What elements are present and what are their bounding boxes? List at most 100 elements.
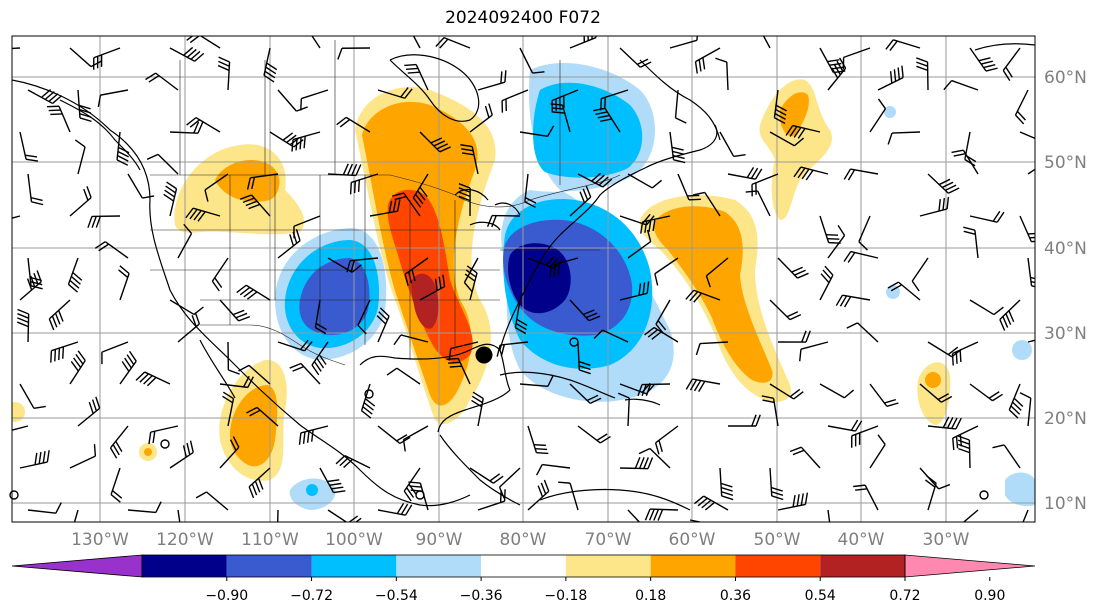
wind-barb: [446, 357, 471, 385]
wind-barb: [101, 341, 129, 365]
wind-barb: [593, 107, 621, 133]
wind-barb: [146, 153, 179, 175]
wind-barb: [777, 492, 809, 511]
wind-barb: [519, 375, 554, 388]
wind-barb: [177, 223, 193, 259]
latitude-label: 40°N: [1044, 239, 1087, 259]
wind-barb: [885, 39, 921, 51]
colorbar-swatch: [396, 555, 482, 577]
wind-barb: [97, 89, 129, 108]
wind-barb: [163, 181, 178, 217]
colorbar-tick-label: 0.90: [974, 588, 1005, 604]
hudson-bay: [389, 54, 480, 122]
wind-barb: [392, 192, 421, 217]
wind-barb: [992, 444, 1021, 469]
wind-barb: [957, 435, 971, 469]
wind-barb: [376, 307, 390, 343]
wind-barb: [486, 214, 521, 228]
wind-barb: [593, 329, 629, 343]
wind-barb: [869, 383, 899, 408]
wind-barb: [685, 289, 721, 303]
us-canada-border: [150, 174, 621, 208]
wind-barb: [919, 196, 950, 217]
longitude-label: 60°W: [669, 530, 716, 550]
latitude-label: 60°N: [1044, 68, 1087, 88]
longitude-label: 90°W: [416, 530, 463, 550]
cuba: [499, 371, 616, 399]
wind-barb: [177, 312, 201, 343]
colorbar-extend-high: [904, 554, 1036, 578]
colorbar-outline: [141, 554, 906, 578]
wind-barb: [705, 257, 729, 288]
coastlines: [12, 43, 1035, 522]
wind-barb: [377, 87, 413, 99]
wind-barb: [963, 226, 979, 259]
wind-barb: [869, 434, 886, 469]
wind-barbs: [12, 36, 1035, 522]
wind-barb: [219, 299, 251, 322]
wind-barb: [777, 330, 811, 343]
wind-barb: [357, 299, 371, 335]
wind-barb: [1022, 509, 1029, 522]
wind-barb: [843, 168, 879, 181]
wind-barb: [27, 89, 63, 105]
wind-barb: [969, 299, 1004, 316]
wind-barb: [412, 173, 429, 208]
wind-barb: [654, 257, 679, 286]
wind-barb: [962, 509, 979, 522]
wind-barb: [219, 375, 254, 389]
wind-barb: [846, 322, 879, 343]
wind-barb: [69, 444, 97, 469]
east-coast: [499, 124, 718, 351]
wind-barb: [827, 419, 863, 432]
warm-blob-east-atlantic: [925, 372, 941, 388]
wind-barb: [853, 484, 879, 511]
cool-blob-far-east: [1012, 340, 1032, 360]
wind-barb: [911, 257, 929, 292]
wind-barb: [619, 47, 652, 68]
wind-barb: [927, 173, 960, 194]
wind-barb: [773, 89, 787, 125]
wind-barb: [27, 502, 62, 514]
wind-barb: [277, 89, 308, 112]
colorbar-extend-low: [11, 554, 143, 578]
wind-barb: [169, 440, 194, 469]
wind-barb: [386, 367, 421, 385]
wind-barb: [999, 299, 1021, 331]
wind-barb: [277, 339, 313, 352]
great-lakes: [454, 188, 521, 231]
wind-barb: [715, 57, 729, 91]
wind-barb: [186, 117, 221, 133]
longitude-label: 100°W: [325, 530, 383, 550]
wind-barb: [448, 341, 479, 361]
wind-barb: [169, 46, 205, 62]
cool-blob-tropical-atlantic: [1005, 472, 1035, 507]
latitude-label: 20°N: [1044, 409, 1087, 429]
wind-barb: [617, 392, 630, 427]
wind-barb: [217, 56, 231, 91]
wind-barb: [969, 210, 1005, 223]
wind-barb: [463, 257, 479, 293]
wind-barb: [477, 70, 507, 91]
wind-barb: [694, 47, 721, 74]
colorbar-tick-label: 0.36: [720, 588, 751, 604]
cool-blob-pacific-core: [306, 484, 318, 496]
wind-barb: [627, 173, 663, 189]
map-frame: [11, 35, 1036, 523]
wind-barb: [246, 406, 279, 427]
wind-barb: [319, 467, 346, 494]
warm-plume-atlantic: [654, 206, 773, 383]
wind-barb: [211, 257, 229, 292]
longitude-label: 110°W: [241, 530, 299, 550]
warm-anomaly-mexico-core: [230, 385, 278, 467]
wind-barb: [951, 149, 979, 175]
calm-circle: [160, 439, 170, 449]
wind-barb: [1019, 215, 1035, 243]
longitude-labels: 130°W 120°W 110°W 100°W 90°W 80°W 70°W 60°W 50°W…: [71, 530, 970, 550]
wind-barb: [851, 425, 879, 448]
wind-barb: [869, 98, 887, 133]
longitude-label: 40°W: [838, 530, 885, 550]
wind-barb: [346, 257, 379, 273]
wind-barb: [469, 467, 504, 484]
calm-circle: [9, 490, 19, 500]
